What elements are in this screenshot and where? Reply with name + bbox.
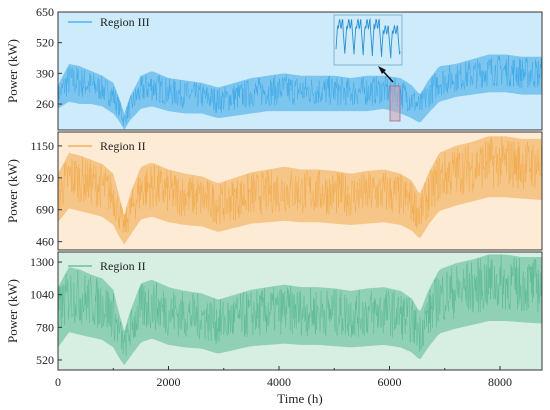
y-axis-label: Power (kW) <box>5 39 20 103</box>
legend: Region III <box>68 15 150 29</box>
series-line <box>57 254 543 356</box>
x-tick-label: 6000 <box>378 375 402 389</box>
y-tick-label: 690 <box>36 203 54 217</box>
y-tick-label: 520 <box>36 353 54 367</box>
y-tick-label: 390 <box>36 66 54 80</box>
series-band <box>58 136 542 245</box>
series-band <box>58 54 542 130</box>
y-tick-label: 780 <box>36 320 54 334</box>
legend-label: Region II <box>100 139 146 153</box>
series-area <box>57 254 543 365</box>
plot-frame <box>57 131 543 251</box>
inset <box>333 14 403 122</box>
x-tick-label: 2000 <box>157 375 181 389</box>
x-axis-ticks: 0 2000 4000 6000 8000 <box>55 366 512 389</box>
y-tick-label: 1040 <box>30 288 54 302</box>
series-line <box>57 55 543 126</box>
legend: Region II <box>68 259 146 273</box>
y-tick-label: 1300 <box>30 255 54 269</box>
highlight-box <box>389 85 401 122</box>
inset-series <box>335 17 401 59</box>
y-axis-label: Power (kW) <box>5 159 20 223</box>
panel-region-iii: 260 390 520 650 Power (kW) Region III <box>5 5 543 131</box>
x-tick-label: 8000 <box>488 375 512 389</box>
panel-region-ii-orange: 460 690 920 1150 Power (kW) Region II <box>5 131 543 251</box>
series-area <box>57 54 543 130</box>
y-tick-label: 520 <box>36 36 54 50</box>
y-tick-label: 1150 <box>30 139 54 153</box>
y-axis-ticks: 260 390 520 650 <box>36 5 62 111</box>
y-tick-label: 460 <box>36 235 54 249</box>
legend-label: Region III <box>100 15 150 29</box>
x-tick-label: 4000 <box>267 375 291 389</box>
y-tick-label: 650 <box>36 5 54 19</box>
y-axis-ticks: 520 780 1040 1300 <box>30 255 62 367</box>
plot-frame <box>57 251 543 371</box>
series-area <box>57 136 543 245</box>
y-axis-label: Power (kW) <box>5 279 20 343</box>
legend-label: Region II <box>100 259 146 273</box>
y-tick-label: 260 <box>36 97 54 111</box>
series-line <box>57 136 543 233</box>
legend: Region II <box>68 139 146 153</box>
inset-arrowhead <box>378 66 386 74</box>
y-axis-ticks: 460 690 920 1150 <box>30 139 62 249</box>
plot-frame <box>57 11 543 131</box>
panel-region-ii-green: 520 780 1040 1300 Power (kW) Region II <box>5 251 543 371</box>
x-axis-label: Time (h) <box>277 391 322 406</box>
x-tick-label: 0 <box>55 375 61 389</box>
y-tick-label: 920 <box>36 171 54 185</box>
